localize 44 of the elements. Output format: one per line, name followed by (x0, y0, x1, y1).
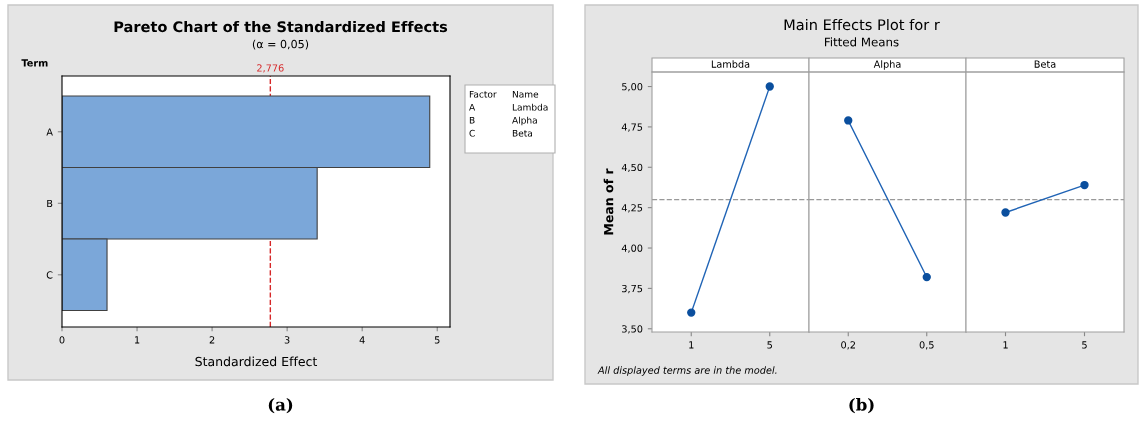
x-tick-label: 5 (1082, 341, 1087, 349)
text: Lambda (512, 103, 548, 111)
text: All displayed terms are in the model. (597, 366, 777, 376)
y-axis-title: Term (21, 59, 48, 67)
x-axis-title: Standardized Effect (195, 356, 318, 367)
chart-title: Pareto Chart of the Standardized Effects (114, 20, 448, 33)
x-tick-label: 1 (689, 341, 694, 349)
text: (b) (849, 397, 874, 414)
x-axis-title: Lambda (711, 60, 750, 68)
y-tick-label: B (47, 199, 53, 207)
x-axis-title: Alpha (873, 60, 901, 70)
chart-subtitle: Fitted Means (825, 37, 899, 47)
text: B (469, 116, 475, 124)
x-tick-label: 5 (434, 336, 440, 344)
y-tick-label: A (46, 128, 53, 136)
y-tick-label: 4,25 (621, 204, 643, 213)
x-tick-label: 1 (1003, 341, 1008, 349)
x-tick-label: 3 (284, 336, 290, 344)
text: (a) (268, 397, 293, 414)
y-tick-label: 4,00 (621, 244, 643, 253)
y-tick-label: 3,50 (622, 325, 643, 334)
y-tick-label: 5,00 (622, 83, 643, 92)
text: Beta (512, 129, 532, 137)
y-axis-title: Mean of r (603, 168, 614, 235)
text: A (469, 103, 476, 111)
x-axis-title: Beta (1034, 60, 1056, 68)
text: Alpha (512, 116, 537, 126)
text: Factor (469, 90, 497, 98)
y-tick-label: 3,75 (622, 284, 643, 294)
text: Name (512, 90, 539, 98)
x-tick-label: 1 (135, 336, 140, 344)
ref-line-label: 2,776 (257, 64, 284, 73)
x-tick-label: 0,5 (919, 341, 934, 350)
chart-title: Main Effects Plot for r (784, 18, 940, 31)
x-tick-label: 5 (767, 341, 772, 349)
y-tick-label: 4,50 (621, 163, 643, 173)
y-tick-label: C (46, 271, 53, 279)
x-tick-label: 4 (359, 336, 365, 344)
x-tick-label: 2 (209, 336, 215, 344)
text: C (469, 129, 475, 137)
chart-subtitle: (α = 0,05) (252, 39, 309, 50)
y-tick-label: 4,75 (621, 123, 643, 132)
x-tick-label: 0,2 (841, 341, 856, 350)
x-tick-label: 0 (59, 336, 65, 344)
